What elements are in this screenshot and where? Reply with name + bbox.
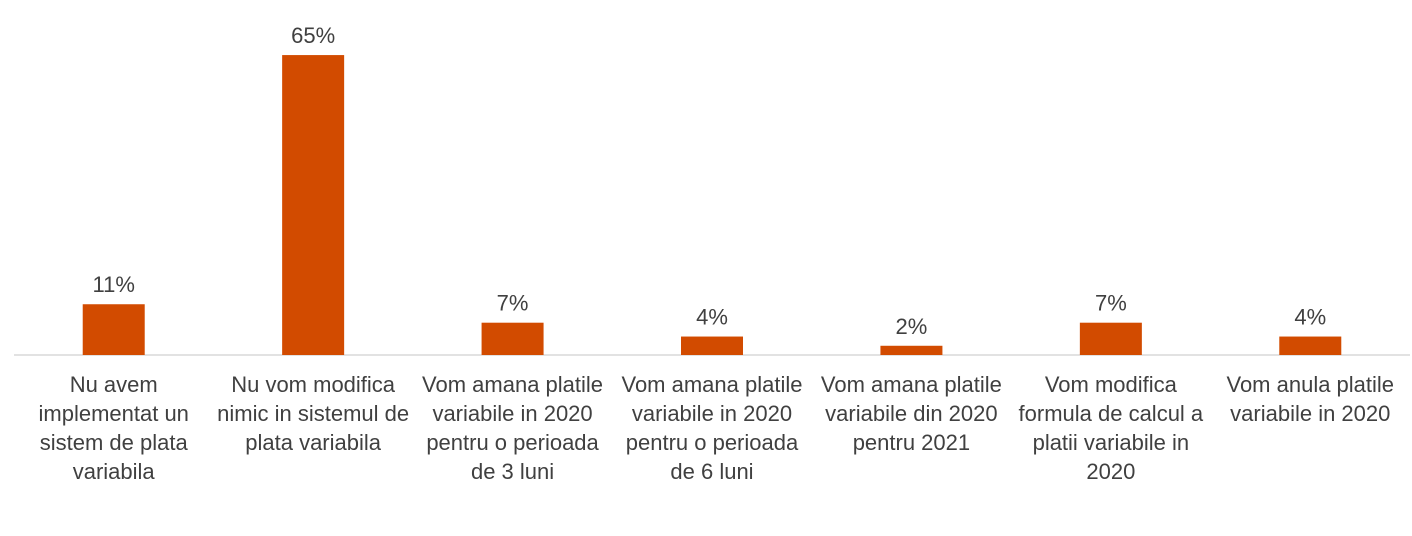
data-label: 4%: [696, 305, 728, 330]
x-tick-label: Vom amana platile variabile din 2020 pen…: [820, 372, 1002, 455]
bar: [282, 55, 345, 355]
bar: [1279, 336, 1342, 355]
bar: [1079, 322, 1142, 355]
x-tick-label: Vom amana platile variabile in 2020 pent…: [422, 372, 604, 484]
data-label: 65%: [291, 23, 335, 48]
x-tick-label: Vom modifica formula de calcul a platii …: [1018, 372, 1204, 484]
x-tick-label: Vom anula platile variabile in 2020: [1226, 372, 1395, 426]
bar: [681, 336, 743, 355]
data-label: 11%: [93, 272, 135, 297]
x-tick-label: Nu avem implementat un sistem de plata v…: [38, 372, 189, 484]
bar: [82, 304, 145, 355]
data-label: 2%: [896, 314, 928, 339]
x-tick-label: Nu vom modifica nimic in sistemul de pla…: [217, 372, 410, 455]
x-tick-label: Vom amana platile variabile in 2020 pent…: [621, 372, 803, 484]
data-label: 7%: [497, 291, 529, 316]
data-label: 7%: [1095, 291, 1127, 316]
bar: [481, 322, 544, 355]
data-label: 4%: [1294, 305, 1326, 330]
bar: [880, 345, 943, 355]
